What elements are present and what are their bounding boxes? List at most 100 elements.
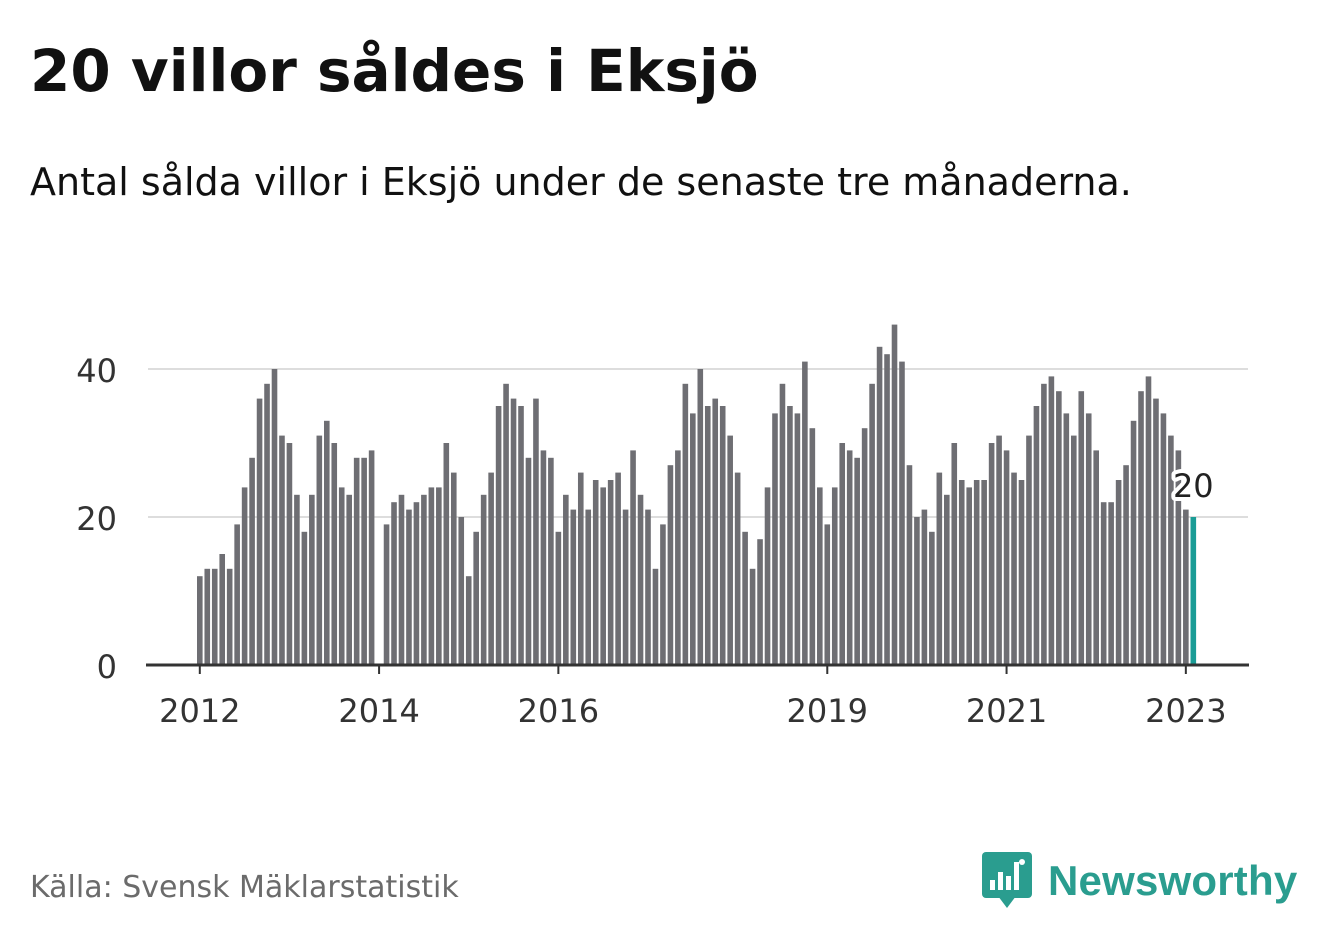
newsworthy-logo: Newsworthy xyxy=(982,852,1297,910)
bar xyxy=(1138,391,1144,665)
bar xyxy=(675,450,681,665)
bar xyxy=(854,457,860,665)
bar xyxy=(1123,465,1129,665)
bar xyxy=(787,406,793,665)
bar xyxy=(876,346,883,665)
bar xyxy=(279,435,285,665)
bar xyxy=(600,487,606,665)
bar xyxy=(958,480,965,665)
bar xyxy=(794,413,801,665)
bar xyxy=(241,487,248,665)
bar xyxy=(398,494,405,665)
bar xyxy=(929,531,935,665)
bar xyxy=(264,383,270,665)
bar xyxy=(630,450,636,665)
bar xyxy=(436,487,442,665)
x-tick-label: 2014 xyxy=(338,692,419,730)
bar xyxy=(951,443,958,665)
bar xyxy=(353,457,360,665)
bar xyxy=(742,531,748,665)
bar xyxy=(839,443,846,665)
x-tick-label: 2016 xyxy=(518,692,599,730)
bar xyxy=(204,568,211,665)
bar xyxy=(622,509,629,665)
bar xyxy=(301,531,308,665)
bar xyxy=(936,472,943,665)
bar xyxy=(607,480,614,665)
bar xyxy=(563,494,569,665)
bar xyxy=(555,531,562,665)
bar xyxy=(1115,480,1122,665)
bar xyxy=(1160,413,1167,665)
bar xyxy=(966,487,973,665)
bar xyxy=(809,428,816,665)
bar xyxy=(824,524,831,665)
bar xyxy=(585,509,592,665)
bar xyxy=(570,509,577,665)
bar xyxy=(1145,376,1152,665)
bar xyxy=(1033,406,1040,665)
bar xyxy=(981,480,987,665)
x-tick-label: 2023 xyxy=(1145,692,1226,730)
bar xyxy=(734,472,741,665)
bar xyxy=(667,465,674,665)
bar xyxy=(219,554,226,665)
bar xyxy=(727,435,733,665)
bar xyxy=(1041,383,1047,665)
bar xyxy=(1070,435,1077,665)
bar xyxy=(368,450,375,665)
bar xyxy=(884,354,890,665)
bar xyxy=(988,443,995,665)
bar xyxy=(1130,420,1137,665)
bar xyxy=(197,576,203,665)
chart-subtitle: Antal sålda villor i Eksjö under de sena… xyxy=(30,160,1132,204)
bar xyxy=(518,406,524,665)
bar xyxy=(697,369,704,665)
bar xyxy=(465,576,472,665)
bar xyxy=(899,361,905,665)
bar xyxy=(1153,398,1159,665)
bar xyxy=(383,524,390,665)
bar xyxy=(1175,450,1182,665)
bar xyxy=(458,517,465,665)
bar xyxy=(548,457,554,665)
bar xyxy=(944,494,950,665)
source-note: Källa: Svensk Mäklarstatistik xyxy=(30,870,459,905)
bar xyxy=(719,406,726,665)
bar xyxy=(1168,435,1174,665)
bar xyxy=(779,383,786,665)
bar xyxy=(331,443,338,665)
bar xyxy=(652,568,659,665)
bar xyxy=(226,568,233,665)
bar xyxy=(406,509,412,665)
bar xyxy=(757,539,763,665)
bar xyxy=(802,361,808,665)
bar xyxy=(428,487,435,665)
bar xyxy=(256,398,263,665)
bar xyxy=(503,383,509,665)
bar xyxy=(488,472,494,665)
bar xyxy=(450,472,457,665)
bar xyxy=(421,494,427,665)
bar xyxy=(682,383,689,665)
bar xyxy=(234,524,240,665)
bar xyxy=(510,398,517,665)
bar xyxy=(323,420,330,665)
page-title: 20 villor såldes i Eksjö xyxy=(30,37,759,105)
newsworthy-logo-icon xyxy=(982,852,1032,908)
bar xyxy=(817,487,823,665)
bar xyxy=(891,324,898,665)
bar xyxy=(309,494,315,665)
bar xyxy=(495,406,502,665)
y-tick-label: 20 xyxy=(76,500,117,538)
bar xyxy=(480,494,487,665)
bar-chart: 0 20 40 2012 2014 2016 2019 2021 2023 20 xyxy=(76,324,1249,730)
bar xyxy=(914,517,920,665)
bar xyxy=(637,494,644,665)
bar xyxy=(525,457,532,665)
bar xyxy=(1085,413,1092,665)
x-tick-label: 2012 xyxy=(159,692,240,730)
bar xyxy=(316,435,323,665)
bar xyxy=(772,413,778,665)
bar xyxy=(704,406,711,665)
